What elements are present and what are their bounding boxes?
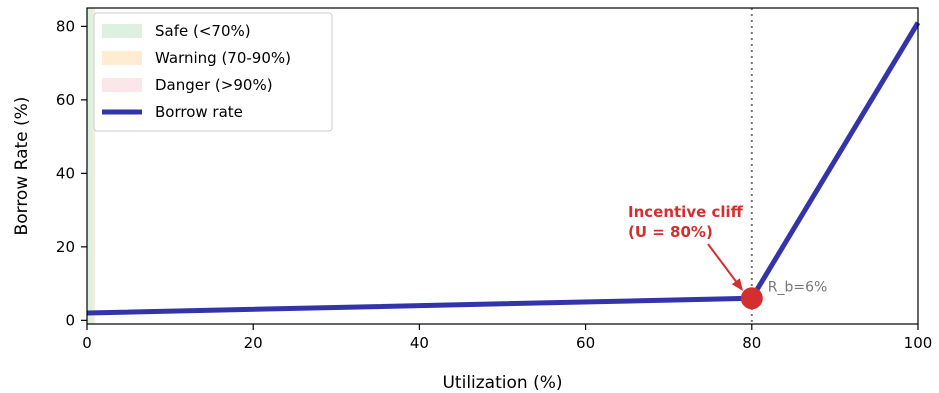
- y-tick-label-3: 60: [56, 91, 75, 109]
- zone-band-2: [94, 8, 96, 324]
- legend-label-0: Safe (<70%): [155, 22, 251, 40]
- zone-band-1: [92, 8, 95, 324]
- legend-swatch-0: [102, 24, 142, 38]
- annotation-arrowhead: [731, 278, 743, 291]
- x-tick-label-5: 100: [904, 334, 933, 352]
- x-tick-label-2: 40: [410, 334, 429, 352]
- y-tick-label-1: 20: [56, 238, 75, 256]
- y-tick-label-0: 0: [65, 311, 75, 329]
- legend-swatch-2: [102, 78, 142, 92]
- zone-bands: [87, 8, 96, 324]
- kink-point-label: R_b=6%: [768, 279, 828, 295]
- zone-band-0: [87, 8, 93, 324]
- x-axis-ticks: 0 20 40 60 80 100: [82, 324, 932, 352]
- x-tick-label-4: 80: [742, 334, 761, 352]
- x-tick-label-3: 60: [576, 334, 595, 352]
- plot-frame: [86, 7, 919, 325]
- annotation: Incentive cliff (U = 80%): [628, 203, 744, 291]
- marker-layer: [740, 287, 763, 310]
- legend-box: [93, 12, 333, 132]
- y-axis-ticks: 0 20 40 60 80: [56, 17, 87, 329]
- legend: Safe (<70%) Warning (70-90%) Danger (>90%)…: [93, 12, 333, 132]
- legend-label-3: Borrow rate: [155, 103, 243, 121]
- legend-label-2: Danger (>90%): [155, 76, 273, 94]
- kink-marker: [740, 287, 763, 310]
- legend-label-1: Warning (70-90%): [155, 49, 291, 67]
- legend-swatch-1: [102, 51, 142, 65]
- y-axis-label: Borrow Rate (%): [12, 97, 32, 236]
- x-axis-label: Utilization (%): [442, 373, 562, 393]
- annotation-line-1: Incentive cliff: [628, 203, 744, 221]
- x-tick-label-0: 0: [82, 334, 92, 352]
- annotation-line-2: (U = 80%): [628, 223, 713, 241]
- x-tick-label-1: 20: [244, 334, 263, 352]
- y-tick-label-2: 40: [56, 164, 75, 182]
- y-tick-label-4: 80: [56, 17, 75, 35]
